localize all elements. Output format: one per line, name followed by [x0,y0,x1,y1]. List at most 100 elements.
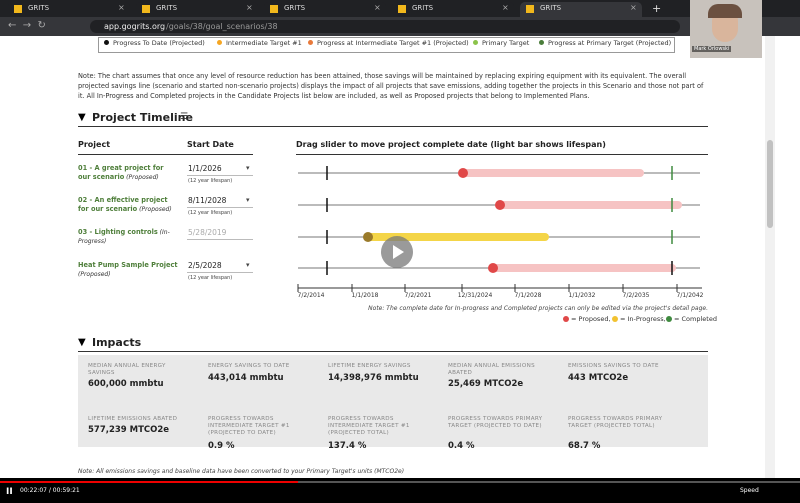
tab-title: GRITS [284,4,306,12]
axis-label: 1/1/2018 [351,292,379,299]
status-label: = Proposed, [571,315,611,323]
metric-value: 68.7 % [568,441,601,451]
progress-track[interactable] [0,481,800,483]
speed-label[interactable]: Speed [740,487,759,494]
column-header: Start Date [187,140,234,149]
date-dropdown-arrow[interactable]: ▾ [246,164,250,172]
pause-button[interactable]: II [6,487,13,497]
start-date[interactable]: 2/5/2028 [188,261,222,270]
header-rule [296,154,708,155]
project-name[interactable]: Heat Pump Sample Project [78,261,178,269]
tab-title: GRITS [156,4,178,12]
date-underline [187,272,253,273]
tab-close[interactable]: × [118,3,125,12]
date-dropdown-arrow[interactable]: ▾ [246,261,250,269]
legend-marker [308,40,313,45]
project-status: (In-Progress) [78,229,170,245]
start-date[interactable]: 8/11/2028 [188,196,227,205]
metric-value: 0.4 % [448,441,475,451]
lifespan: (12 year lifespan) [188,275,233,281]
metric-label: PROGRESS TOWARDS PRIMARY TARGET (PROJECT… [568,416,663,429]
metric-value: 0.9 % [208,441,235,451]
date-dropdown-arrow[interactable]: ▾ [246,196,250,204]
player-time: 00:22:07 / 00:59:21 [20,487,80,494]
tab-icon [142,5,150,13]
legend-marker [104,40,109,45]
impacts-note: Note: All emissions savings and baseline… [78,468,405,475]
date-underline [187,239,253,240]
scrollbar [765,36,775,480]
video-play-overlay[interactable] [381,236,413,268]
project-status: (Proposed) [137,206,172,213]
status-dot [612,316,618,322]
tab-close[interactable]: × [502,3,509,12]
scrollbar-thumb[interactable] [767,140,773,228]
legend-box [98,37,675,53]
timeline-canvas [297,166,702,292]
tab-close[interactable]: × [374,3,381,12]
legend-label: Intermediate Target #1 [226,39,302,47]
tab[interactable] [136,2,258,17]
tab-icon [526,5,534,13]
project-name[interactable]: 02 - An effective project for our scenar… [78,196,168,213]
section-title: Impacts [92,336,142,349]
metric-value: 14,398,976 mmbtu [328,373,419,383]
axis-label: 12/31/2024 [457,292,493,299]
metric-label: PROGRESS TOWARDS INTERMEDIATE TARGET #1 … [208,416,290,436]
metric-value: 577,239 MTCO2e [88,425,170,435]
timeline-footnote: Note: The complete date for In-progress … [368,305,708,312]
axis-label: 7/2/2035 [622,292,650,299]
column-header: Project [78,140,111,149]
tab-close[interactable]: × [630,3,637,12]
metric-value: 443 MTCO2e [568,373,629,383]
start-date: 5/28/2019 [188,228,227,237]
metric-value: 600,000 mmbtu [88,379,164,389]
url-host: app.gogrits.org [104,22,166,31]
project-cell: Heat Pump Sample Project (Proposed) [78,261,178,279]
filter-icon[interactable]: ☰ [180,112,189,122]
metric-value: 443,014 mmbtu [208,373,284,383]
metric-value: 137.4 % [328,441,367,451]
axis-label: 1/1/2032 [568,292,596,299]
tab[interactable] [392,2,514,17]
date-underline [187,175,253,176]
slider-handle[interactable] [458,168,468,178]
slider-handle[interactable] [495,200,505,210]
play-icon [393,245,404,259]
date-underline [187,207,253,208]
new-tab-button[interactable]: + [652,2,662,15]
url-path: /goals/38/goal_scenarios/38 [166,22,278,31]
url-field[interactable] [90,20,680,33]
tab[interactable] [264,2,386,17]
section-arrow: ▼ [78,112,86,123]
project-name[interactable]: 01 - A great project for our scenario [78,164,164,181]
tab[interactable] [520,2,642,17]
tab-close[interactable]: × [246,3,253,12]
legend-marker [473,40,478,45]
lifespan: (12 year lifespan) [188,178,233,184]
section-title: Project Timeline [92,111,193,124]
lifespan: (12 year lifespan) [188,210,233,216]
section-arrow: ▼ [78,337,86,348]
metric-label: LIFETIME EMISSIONS ABATED [88,416,178,422]
tab-icon [270,5,278,13]
tab-title: GRITS [540,4,562,12]
slider-handle[interactable] [488,263,498,273]
metric-label: MEDIAN ANNUAL ENERGY SAVINGS [88,363,166,376]
metric-label: ENERGY SAVINGS TO DATE [208,363,290,369]
nav-buttons[interactable]: ← → ↻ [8,20,46,31]
axis-label: 7/2/2014 [297,292,325,299]
tab-icon [14,5,22,13]
project-name[interactable]: 03 - Lighting controls [78,228,158,236]
legend-label: Progress To Date (Projected) [113,39,205,47]
legend-label: Primary Target [482,39,530,47]
slider-handle[interactable] [363,232,373,242]
tab-icon [398,5,406,13]
metric-label: MEDIAN ANNUAL EMISSIONS ABATED [448,363,535,376]
webcam-name: Mark Orlowski [692,46,732,52]
metric-label: LIFETIME ENERGY SAVINGS [328,363,411,369]
start-date[interactable]: 1/1/2026 [188,164,222,173]
legend-label: Progress at Intermediate Target #1 (Proj… [317,39,469,47]
tab[interactable] [8,2,130,17]
